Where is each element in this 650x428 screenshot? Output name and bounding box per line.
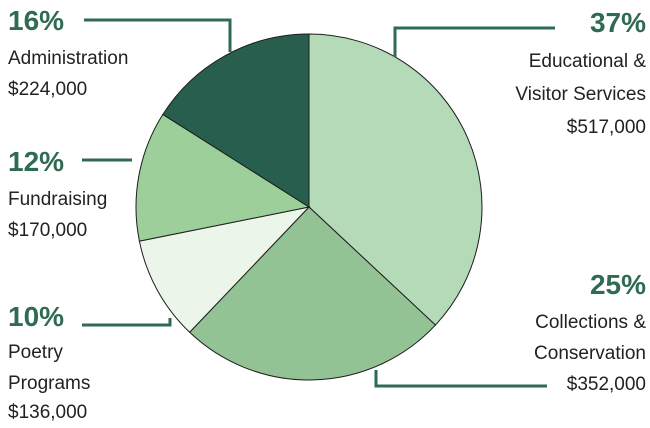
slice-amount-poetry: $136,000 xyxy=(8,402,88,423)
leader-line-educational xyxy=(393,26,555,57)
pie-slice-poetry xyxy=(138,206,311,333)
leader-line-administration xyxy=(84,18,232,52)
slice-percent-fundraising: 12% xyxy=(8,146,65,177)
slice-amount-educational: $517,000 xyxy=(566,117,646,138)
slice-label-fundraising: Fundraising xyxy=(8,189,108,210)
pie-slice-educational xyxy=(308,33,483,326)
pie-slice-administration xyxy=(162,33,310,208)
slice-label-educational-2: Visitor Services xyxy=(515,84,646,105)
slice-percent-collections: 25% xyxy=(589,269,646,300)
slice-label-administration: Administration xyxy=(8,48,129,69)
slice-percent-poetry: 10% xyxy=(8,301,65,332)
slice-label-poetry-1: Poetry xyxy=(8,342,63,363)
slice-percent-educational: 37% xyxy=(589,7,646,38)
slice-percent-administration: 16% xyxy=(8,5,65,36)
slice-label-educational-1: Educational & xyxy=(528,51,646,72)
slice-amount-administration: $224,000 xyxy=(8,79,88,100)
leader-line-poetry xyxy=(82,318,172,327)
slice-amount-collections: $352,000 xyxy=(566,374,646,395)
slice-label-collections-1: Collections & xyxy=(535,312,646,333)
slice-amount-fundraising: $170,000 xyxy=(8,220,88,241)
leader-line-collections xyxy=(374,370,547,388)
pie-slice-collections xyxy=(188,206,437,381)
slice-label-collections-2: Conservation xyxy=(534,343,646,364)
pie-slice-fundraising xyxy=(135,113,311,242)
slice-label-poetry-2: Programs xyxy=(8,373,91,394)
